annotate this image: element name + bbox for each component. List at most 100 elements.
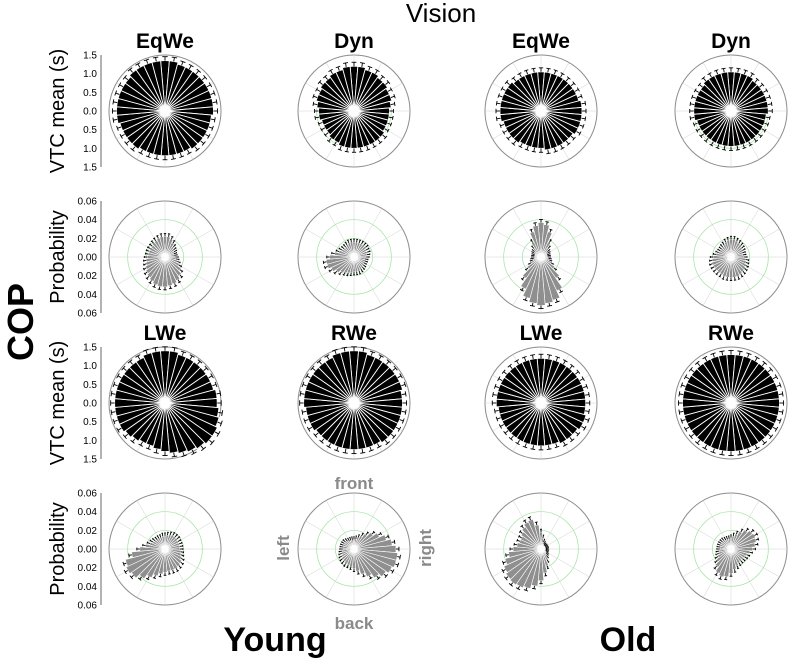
error-cap [179, 261, 181, 264]
error-bar [208, 126, 213, 129]
error-cap [576, 432, 581, 437]
error-cap [517, 72, 522, 76]
error-cap [748, 554, 751, 557]
error-cap [130, 147, 135, 152]
error-bar [343, 347, 346, 352]
error-cap [759, 134, 763, 139]
error-cap [746, 527, 750, 531]
error-cap [522, 445, 528, 449]
error-cap [743, 245, 745, 248]
error-bar [205, 133, 210, 137]
error-cap [560, 146, 565, 150]
error-bar [555, 443, 558, 448]
error-cap [546, 354, 552, 356]
error-cap [701, 76, 706, 80]
error-cap [762, 360, 768, 365]
error-bar [519, 73, 522, 78]
error-cap [121, 365, 126, 371]
error-bar [340, 543, 344, 546]
polar-bar [353, 548, 373, 578]
polar-bar [341, 548, 355, 555]
error-bar [553, 147, 557, 152]
error-bar [173, 244, 176, 248]
error-cap [403, 381, 407, 388]
error-bar [500, 424, 505, 427]
error-bar [209, 439, 213, 444]
error-bar [732, 533, 735, 537]
polar-bar [530, 256, 542, 264]
error-bar [362, 347, 365, 352]
error-bar [585, 394, 590, 396]
error-bar [124, 76, 129, 81]
polar-bar [532, 256, 542, 261]
error-bar [530, 257, 534, 260]
error-cap [547, 557, 550, 559]
error-bar [516, 539, 521, 542]
error-cap [180, 265, 183, 268]
error-bar [681, 419, 686, 422]
error-cap [531, 248, 533, 251]
error-bar [175, 568, 179, 572]
error-bar [339, 558, 343, 561]
error-bar [728, 535, 730, 539]
error-bar [546, 559, 549, 563]
error-cap [715, 146, 720, 150]
error-cap [368, 449, 374, 452]
tick-label: 1.5 [83, 343, 97, 354]
error-cap [156, 535, 159, 537]
polar-plot-6 [297, 200, 411, 314]
error-cap [153, 451, 159, 454]
error-bar [363, 262, 367, 265]
error-bar [128, 554, 132, 556]
error-bar [744, 556, 748, 559]
error-bar [390, 103, 395, 105]
error-cap [178, 535, 181, 538]
error-bar [514, 543, 518, 546]
error-bar [357, 534, 360, 538]
error-bar [740, 273, 743, 277]
error-cap [153, 237, 156, 240]
error-cap [313, 433, 318, 438]
error-bar [506, 81, 510, 85]
error-bar [734, 277, 736, 281]
error-cap [323, 133, 327, 137]
error-cap [197, 359, 203, 364]
polar-bar [730, 537, 757, 550]
error-cap [762, 441, 768, 446]
error-cap [392, 115, 394, 120]
error-bar [524, 443, 527, 448]
error-bar [150, 540, 154, 543]
error-bar [576, 131, 581, 134]
error-bar [692, 96, 697, 99]
error-bar [345, 62, 347, 67]
error-bar [547, 68, 549, 73]
error-bar [179, 545, 183, 547]
error-cap [505, 553, 507, 558]
error-cap [719, 453, 725, 456]
error-bar [344, 448, 347, 453]
error-cap [501, 568, 505, 574]
error-bar [716, 271, 719, 275]
error-bar [154, 347, 157, 352]
error-bar [742, 248, 746, 251]
tick-label: 0.06 [78, 197, 98, 208]
error-bar [350, 239, 352, 243]
error-cap [171, 455, 178, 458]
error-cap [737, 350, 743, 353]
error-cap [305, 373, 309, 379]
error-cap [683, 374, 688, 380]
error-bar [494, 385, 500, 389]
error-bar [151, 240, 154, 244]
error-cap [179, 155, 185, 159]
error-bar [173, 252, 177, 255]
polar-bar [353, 81, 389, 112]
error-bar [548, 259, 552, 262]
error-cap [504, 576, 508, 581]
error-bar [742, 558, 746, 561]
polar-bar [528, 357, 542, 404]
error-cap [314, 115, 316, 120]
error-bar [772, 376, 777, 380]
error-cap [116, 373, 120, 379]
error-bar [155, 57, 157, 62]
error-bar [117, 126, 122, 129]
